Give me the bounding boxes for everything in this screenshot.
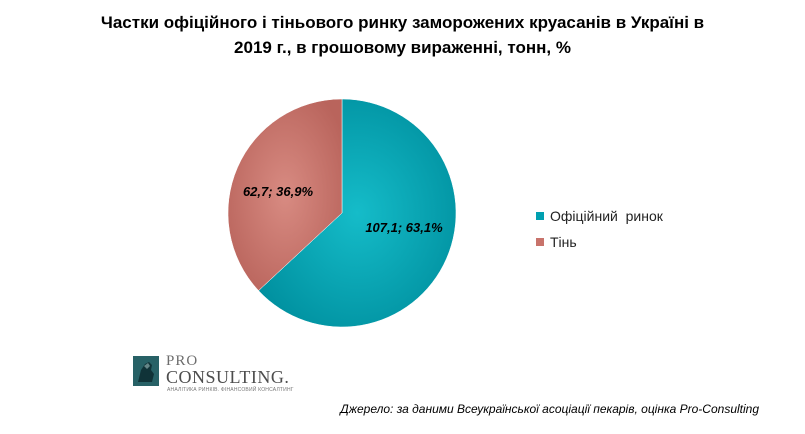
legend-item-shadow: Тінь (536, 229, 663, 255)
logo-text-pro: PRO (166, 353, 199, 369)
logo-tagline: АНАЛІТИКА РИНКІВ. ФІНАНСОВИЙ КОНСАЛТИНГ (167, 387, 294, 393)
data-label-official: 107,1; 63,1% (365, 220, 443, 235)
pie-slice-official (258, 98, 457, 328)
data-label-shadow: 62,7; 36,9% (243, 184, 314, 199)
logo-text-consulting: CONSULTING. (166, 367, 290, 387)
pie-slice-shadow (227, 98, 343, 292)
pro-consulting-logo: PRO CONSULTING. АНАЛІТИКА РИНКІВ. ФІНАНС… (133, 353, 303, 394)
legend-swatch-shadow (536, 238, 544, 246)
chart-title-line-2: 2019 г., в грошовому вираженні, тонн, % (234, 38, 571, 57)
legend-item-official: Офіційний ринок (536, 203, 663, 229)
logo-mark-icon (133, 356, 159, 386)
legend-label-shadow: Тінь (550, 234, 577, 250)
chart-title-line-1: Частки офіційного і тіньового ринку замо… (100, 13, 705, 32)
chart-title: Частки офіційного і тіньового ринку замо… (20, 10, 785, 60)
source-note: Джерело: за даними Всеукраїнської асоціа… (340, 402, 759, 416)
legend-swatch-official (536, 212, 544, 220)
chart-legend: Офіційний ринок Тінь (536, 203, 663, 255)
legend-label-official: Офіційний ринок (550, 208, 663, 224)
